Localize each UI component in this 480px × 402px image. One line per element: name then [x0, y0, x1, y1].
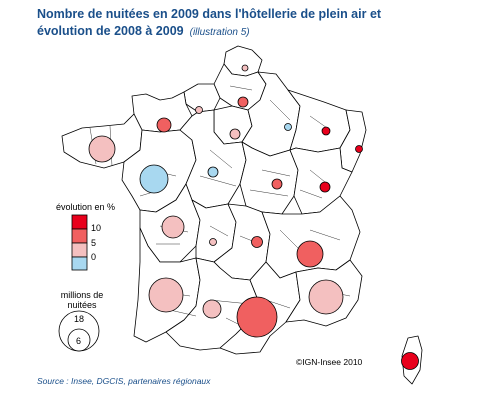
color-legend-tick-10: 10 — [91, 223, 102, 233]
title-line-1: Nombre de nuitées en 2009 dans l'hôtelle… — [37, 7, 382, 21]
bubble-picardie — [237, 96, 249, 108]
bubble-languedoc — [236, 296, 278, 338]
bubble-paca — [308, 279, 344, 315]
region-bourgogne — [239, 141, 299, 215]
bubble-rhone-alpes — [296, 240, 324, 268]
map-title: Nombre de nuitées en 2009 dans l'hôtelle… — [37, 6, 457, 41]
bubble-corse — [401, 352, 419, 370]
bubble-aquitaine — [148, 277, 184, 313]
size-legend-title-line-1: millions de — [60, 290, 104, 300]
bubble-alsace — [355, 145, 363, 153]
legend-swatch-negative — [71, 256, 88, 271]
bubble-poitou-charentes — [161, 215, 185, 239]
bubble-auvergne — [251, 236, 263, 248]
size-legend-small — [67, 328, 91, 352]
bubble-champagne — [284, 123, 292, 131]
bubble-ile-de-france — [229, 128, 241, 140]
bubble-basse-normandie — [156, 117, 172, 133]
bubble-centre — [207, 166, 219, 178]
region-lorraine — [287, 89, 351, 153]
source-note: Source : Insee, DGCIS, partenaires régio… — [37, 376, 211, 386]
legend-swatch-medium — [71, 242, 88, 258]
bubble-bretagne — [88, 135, 116, 163]
title-note: (illustration 5) — [189, 27, 250, 38]
legend-swatch-high — [71, 214, 88, 230]
region-haute-normandie — [183, 83, 221, 113]
legend-swatch-medium-high — [71, 228, 88, 244]
bubble-limousin — [209, 238, 217, 246]
bubble-nord — [241, 64, 249, 72]
color-legend-title: évolution en % — [56, 202, 116, 212]
size-legend-value-large: 18 — [74, 314, 85, 324]
ign-credit: ©IGN-Insee 2010 — [296, 357, 363, 367]
size-legend-title-line-2: nuitées — [67, 300, 97, 310]
size-legend-title: millions de nuitées — [58, 290, 106, 310]
bubbles — [88, 64, 419, 370]
bubble-haute-normandie — [195, 106, 203, 114]
size-legend — [58, 310, 100, 352]
bubble-pays-de-la-loire — [139, 164, 169, 194]
title-line-2: évolution de 2008 à 2009 — [37, 24, 184, 38]
color-legend-tick-0: 0 — [91, 252, 97, 262]
bubble-lorraine — [321, 126, 331, 136]
color-legend-tick-5: 5 — [91, 238, 97, 248]
color-legend — [71, 214, 88, 271]
size-legend-value-small: 6 — [76, 336, 82, 346]
bubble-bourgogne — [271, 178, 283, 190]
region-franche-comte — [289, 147, 353, 215]
bubble-midi-pyrenees — [202, 299, 222, 319]
bubble-franche-comte — [319, 181, 331, 193]
